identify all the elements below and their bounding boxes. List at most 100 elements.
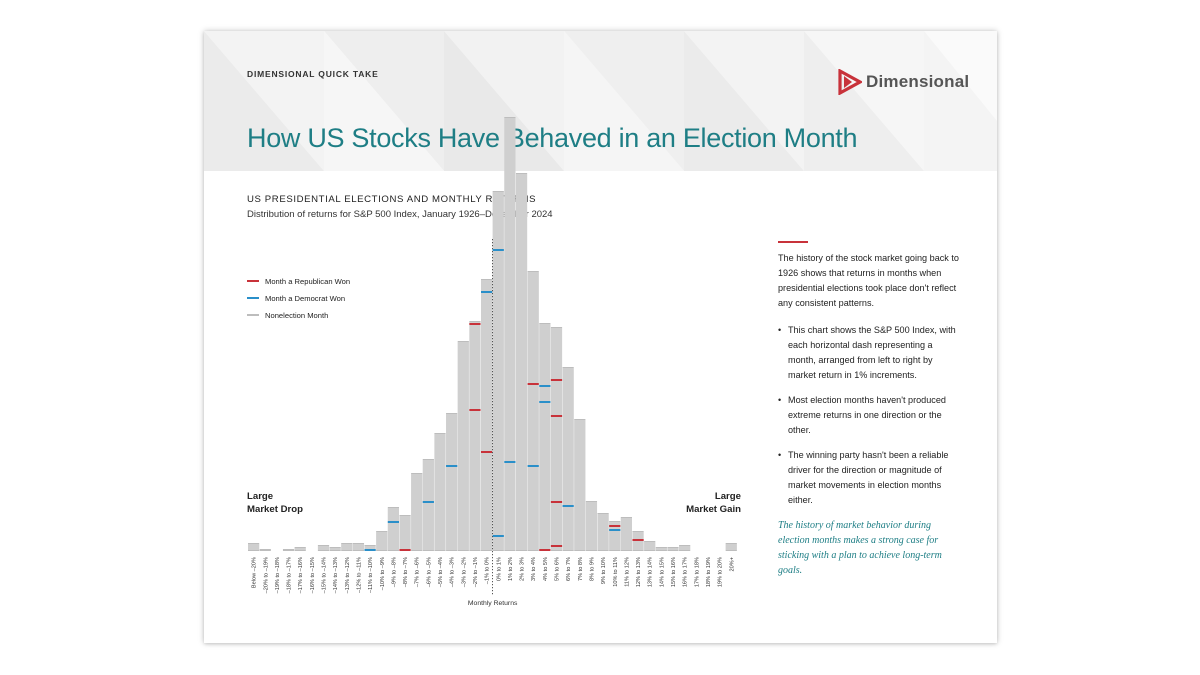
- kicker-label: DIMENSIONAL QUICK TAKE: [247, 69, 379, 79]
- x-tick-label: –18% to –17%: [287, 557, 293, 593]
- bar: [364, 545, 376, 551]
- chart-description: Distribution of returns for S&P 500 Inde…: [247, 209, 553, 220]
- left-annotation-line: Market Drop: [247, 504, 303, 515]
- democrat-election-dash: [446, 465, 458, 467]
- brand-name: Dimensional: [866, 72, 970, 91]
- democrat-election-dash: [527, 465, 539, 467]
- x-tick-label: –12% to –11%: [356, 557, 362, 593]
- republican-election-dash: [550, 415, 563, 417]
- x-tick-label: 19% to 20%: [718, 557, 724, 587]
- x-tick-label: 8% to 9%: [589, 557, 595, 581]
- democrat-election-dash: [539, 385, 551, 387]
- x-tick-label: –1% to 0%: [485, 557, 491, 584]
- x-tick-label: –11% to –10%: [368, 557, 374, 593]
- bar: [411, 473, 423, 551]
- x-tick-label: 12% to 13%: [636, 557, 642, 587]
- bar: [434, 433, 446, 551]
- background-pattern: [204, 31, 997, 181]
- democrat-election-dash: [481, 291, 493, 293]
- right-annotation-line: Large: [715, 491, 741, 502]
- democrat-election-dash: [422, 501, 434, 503]
- democrat-election-dash: [562, 505, 574, 507]
- bar: [585, 501, 598, 551]
- democrat-election-dash: [492, 535, 504, 537]
- bar: [282, 549, 295, 551]
- republican-election-dash: [632, 539, 644, 541]
- bar: [679, 545, 691, 551]
- democrat-election-dash: [387, 521, 399, 523]
- legend-label: Month a Democrat Won: [265, 294, 345, 303]
- bullet-item: Most election months haven't produced ex…: [778, 393, 960, 438]
- x-tick-label: 6% to 7%: [566, 557, 572, 581]
- republican-election-dash: [527, 383, 539, 385]
- republican-election-dash: [550, 501, 563, 503]
- x-tick-label: –4% to –3%: [450, 557, 456, 587]
- left-annotation-line: Large: [247, 491, 273, 502]
- legend-label: Nonelection Month: [265, 311, 328, 320]
- bullet-item: The winning party hasn't been a reliable…: [778, 448, 960, 508]
- bar: [259, 549, 271, 551]
- x-axis-label: Monthly Returns: [468, 600, 518, 607]
- x-tick-label: 2% to 3%: [520, 557, 526, 581]
- intro-paragraph: The history of the stock market going ba…: [778, 253, 959, 308]
- document-page: DIMENSIONAL QUICK TAKE Dimensional How U…: [204, 31, 997, 643]
- democrat-election-dash: [492, 249, 504, 251]
- x-tick-label: 4% to 5%: [543, 557, 549, 581]
- republican-election-dash: [469, 409, 481, 411]
- x-tick-label: –2% to –1%: [473, 557, 479, 587]
- x-tick-label: 17% to 18%: [694, 557, 700, 587]
- bullet-list: This chart shows the S&P 500 Index, with…: [778, 323, 960, 508]
- republican-election-dash: [469, 323, 481, 325]
- republican-election-dash: [550, 379, 563, 381]
- page-title: How US Stocks Have Behaved in an Electio…: [247, 123, 858, 153]
- legend-label: Month a Republican Won: [265, 277, 350, 286]
- republican-election-dash: [550, 545, 563, 547]
- x-tick-label: –5% to –4%: [438, 557, 444, 587]
- bar: [644, 541, 656, 551]
- bar: [620, 517, 632, 551]
- republican-election-dash: [539, 549, 551, 551]
- x-tick-label: 1% to 2%: [508, 557, 514, 581]
- x-tick-label: –19% to –18%: [275, 557, 281, 593]
- brand-logo: Dimensional: [838, 67, 969, 97]
- x-tick-label: 5% to 6%: [555, 557, 561, 581]
- x-tick-label: –3% to –2%: [461, 557, 467, 587]
- democrat-election-dash: [539, 401, 551, 403]
- distribution-chart: Below –20% –20% to –19% –19% to –18% –18% t…: [247, 117, 741, 607]
- x-tick-label: –10% to –9%: [380, 557, 386, 590]
- bar: [597, 513, 609, 551]
- x-tick-label: –15% to –14%: [322, 557, 328, 593]
- commentary-panel: The history of the stock market going ba…: [778, 241, 960, 578]
- bar: [469, 321, 481, 551]
- x-tick-label: 15% to 16%: [671, 557, 677, 587]
- x-tick-label: Below –20%: [252, 557, 258, 588]
- bar: [446, 413, 458, 551]
- x-tick-label: –9% to –8%: [391, 557, 397, 587]
- x-tick-label: –6% to –5%: [426, 557, 432, 587]
- x-tick-label: –16% to –15%: [310, 557, 316, 593]
- republican-election-dash: [609, 525, 621, 527]
- x-tick-label: –7% to –6%: [415, 557, 421, 587]
- republican-election-dash: [399, 549, 411, 551]
- bar: [515, 173, 528, 551]
- x-tick-label: –14% to –13%: [333, 557, 339, 593]
- pull-quote: The history of market behavior during el…: [778, 520, 942, 576]
- x-tick-label: 14% to 15%: [659, 557, 665, 587]
- x-tick-label: 3% to 4%: [531, 557, 537, 581]
- x-tick-label: –8% to –7%: [403, 557, 409, 587]
- x-tick-label: 11% to 12%: [624, 557, 630, 587]
- democrat-election-dash: [504, 461, 516, 463]
- x-tick-label: 9% to 10%: [601, 557, 607, 584]
- x-tick-label: 18% to 19%: [706, 557, 712, 587]
- x-tick-label: 20%+: [729, 557, 735, 571]
- chart-heading: US PRESIDENTIAL ELECTIONS AND MONTHLY RE…: [247, 194, 537, 205]
- x-tick-label: –17% to –16%: [298, 557, 304, 593]
- bar: [317, 545, 330, 551]
- accent-rule: [778, 241, 808, 243]
- democrat-election-dash: [364, 549, 376, 551]
- x-tick-label: –13% to –12%: [345, 557, 351, 593]
- dimensional-logo-icon: [838, 69, 862, 95]
- x-tick-label: 10% to 11%: [613, 557, 619, 587]
- republican-election-dash: [481, 451, 493, 453]
- bar: [457, 341, 469, 551]
